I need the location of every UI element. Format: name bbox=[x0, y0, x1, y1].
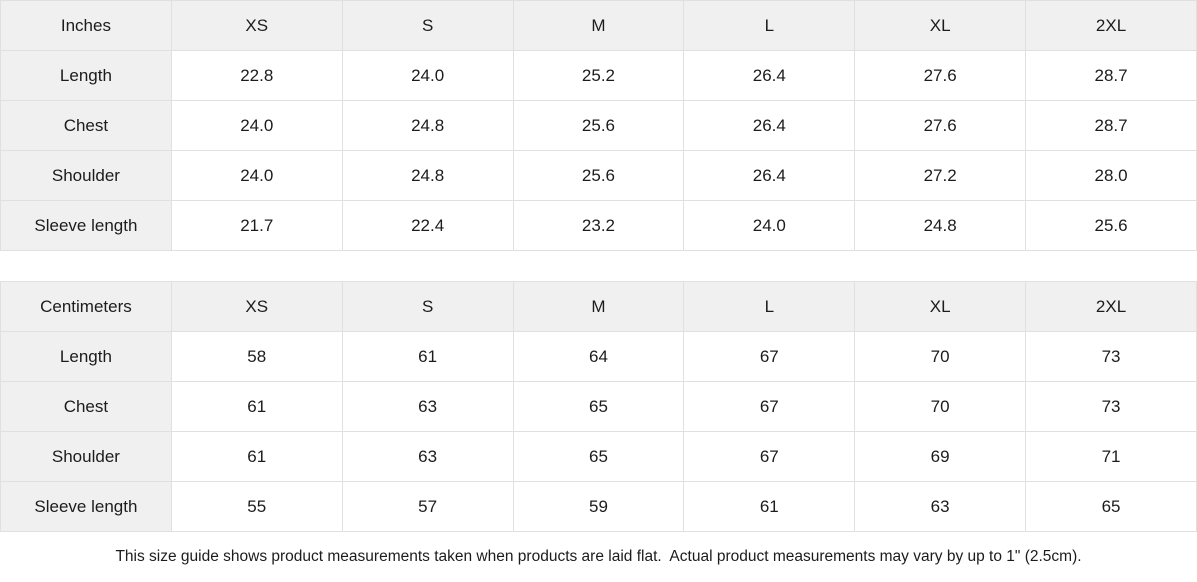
value-cell: 24.0 bbox=[341, 50, 514, 101]
header-row: Centimeters XS S M L XL 2XL bbox=[0, 281, 1197, 332]
value-cell: 24.8 bbox=[341, 150, 514, 201]
value-cell: 63 bbox=[854, 481, 1027, 532]
row-label-cell: Sleeve length bbox=[0, 481, 172, 532]
value-cell: 27.6 bbox=[854, 100, 1027, 151]
size-header-cell: XL bbox=[854, 281, 1027, 332]
value-cell: 24.8 bbox=[854, 200, 1027, 251]
table-row: Length 58 61 64 67 70 73 bbox=[0, 331, 1197, 382]
value-cell: 65 bbox=[512, 431, 685, 482]
inches-table: Inches XS S M L XL 2XL Length 22.8 24.0 25.2 26.4 27… bbox=[0, 0, 1197, 251]
table-row: Chest 24.0 24.8 25.6 26.4 27.6 28.7 bbox=[0, 100, 1197, 151]
value-cell: 70 bbox=[854, 381, 1027, 432]
value-cell: 61 bbox=[683, 481, 856, 532]
value-cell: 28.0 bbox=[1025, 150, 1197, 201]
value-cell: 26.4 bbox=[683, 50, 856, 101]
size-header-cell: XL bbox=[854, 0, 1027, 51]
value-cell: 67 bbox=[683, 381, 856, 432]
unit-header-cell: Centimeters bbox=[0, 281, 172, 332]
row-label-cell: Chest bbox=[0, 100, 172, 151]
table-row: Chest 61 63 65 67 70 73 bbox=[0, 381, 1197, 432]
table-row: Sleeve length 21.7 22.4 23.2 24.0 24.8 25.6 bbox=[0, 200, 1197, 251]
value-cell: 73 bbox=[1025, 381, 1197, 432]
row-label-cell: Shoulder bbox=[0, 431, 172, 482]
size-header-cell: XS bbox=[170, 281, 343, 332]
value-cell: 25.6 bbox=[512, 100, 685, 151]
value-cell: 69 bbox=[854, 431, 1027, 482]
value-cell: 22.8 bbox=[170, 50, 343, 101]
size-header-cell: L bbox=[683, 281, 856, 332]
unit-header-cell: Inches bbox=[0, 0, 172, 51]
value-cell: 61 bbox=[170, 381, 343, 432]
value-cell: 59 bbox=[512, 481, 685, 532]
size-header-cell: 2XL bbox=[1025, 281, 1197, 332]
row-label-cell: Length bbox=[0, 50, 172, 101]
value-cell: 22.4 bbox=[341, 200, 514, 251]
size-header-cell: M bbox=[512, 0, 685, 51]
size-header-cell: S bbox=[341, 0, 514, 51]
value-cell: 67 bbox=[683, 331, 856, 382]
value-cell: 61 bbox=[341, 331, 514, 382]
value-cell: 64 bbox=[512, 331, 685, 382]
table-row: Length 22.8 24.0 25.2 26.4 27.6 28.7 bbox=[0, 50, 1197, 101]
value-cell: 63 bbox=[341, 381, 514, 432]
table-row: Sleeve length 55 57 59 61 63 65 bbox=[0, 481, 1197, 532]
row-label-cell: Chest bbox=[0, 381, 172, 432]
row-label-cell: Shoulder bbox=[0, 150, 172, 201]
centimeters-table: Centimeters XS S M L XL 2XL Length 58 61 64 67 70 73 C… bbox=[0, 281, 1197, 532]
size-header-cell: S bbox=[341, 281, 514, 332]
table-row: Shoulder 24.0 24.8 25.6 26.4 27.2 28.0 bbox=[0, 150, 1197, 201]
value-cell: 24.0 bbox=[170, 100, 343, 151]
value-cell: 63 bbox=[341, 431, 514, 482]
header-row: Inches XS S M L XL 2XL bbox=[0, 0, 1197, 51]
value-cell: 26.4 bbox=[683, 150, 856, 201]
row-label-cell: Length bbox=[0, 331, 172, 382]
footer-note: This size guide shows product measuremen… bbox=[0, 532, 1197, 582]
table-row: Shoulder 61 63 65 67 69 71 bbox=[0, 431, 1197, 482]
value-cell: 24.0 bbox=[170, 150, 343, 201]
value-cell: 23.2 bbox=[512, 200, 685, 251]
value-cell: 21.7 bbox=[170, 200, 343, 251]
value-cell: 25.6 bbox=[512, 150, 685, 201]
value-cell: 65 bbox=[1025, 481, 1197, 532]
value-cell: 25.6 bbox=[1025, 200, 1197, 251]
row-label-cell: Sleeve length bbox=[0, 200, 172, 251]
value-cell: 27.2 bbox=[854, 150, 1027, 201]
value-cell: 61 bbox=[170, 431, 343, 482]
size-header-cell: L bbox=[683, 0, 856, 51]
value-cell: 57 bbox=[341, 481, 514, 532]
value-cell: 28.7 bbox=[1025, 50, 1197, 101]
value-cell: 73 bbox=[1025, 331, 1197, 382]
value-cell: 65 bbox=[512, 381, 685, 432]
value-cell: 26.4 bbox=[683, 100, 856, 151]
value-cell: 28.7 bbox=[1025, 100, 1197, 151]
value-cell: 27.6 bbox=[854, 50, 1027, 101]
table-gap bbox=[0, 251, 1197, 281]
value-cell: 58 bbox=[170, 331, 343, 382]
value-cell: 67 bbox=[683, 431, 856, 482]
size-header-cell: 2XL bbox=[1025, 0, 1197, 51]
value-cell: 25.2 bbox=[512, 50, 685, 101]
size-header-cell: XS bbox=[170, 0, 343, 51]
size-header-cell: M bbox=[512, 281, 685, 332]
value-cell: 24.8 bbox=[341, 100, 514, 151]
value-cell: 71 bbox=[1025, 431, 1197, 482]
value-cell: 24.0 bbox=[683, 200, 856, 251]
value-cell: 55 bbox=[170, 481, 343, 532]
value-cell: 70 bbox=[854, 331, 1027, 382]
